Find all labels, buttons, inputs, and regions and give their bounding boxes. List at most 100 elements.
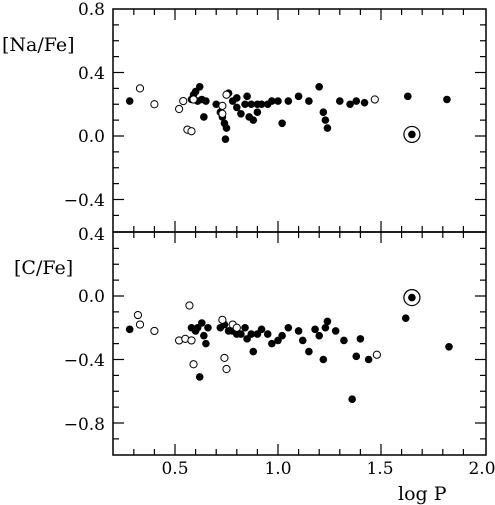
c-fe-filled-point [257,325,266,334]
c-fe-open-point [220,353,229,363]
c-fe-open-point [189,360,198,369]
c-fe-filled-point [356,335,365,343]
na-fe-filled-point [200,113,208,121]
na-fe-open-point [187,127,196,136]
na-fe-ytick-label: −0.4 [64,191,105,211]
axis-ticks [113,9,486,455]
c-fe-filled-point [247,330,256,338]
na-fe-filled-point [315,82,324,91]
na-fe-filled-point [403,92,412,101]
na-fe-circled-point [408,130,416,139]
c-fe-filled-point [352,352,361,361]
x-tick-label: 1.5 [366,459,393,479]
c-fe-filled-point [445,343,453,351]
na-fe-open-point [370,95,379,104]
na-fe-filled-point [249,116,258,124]
na-fe-filled-point [212,100,220,109]
c-fe-panel-frame [112,231,487,456]
na-fe-open-point [175,104,184,114]
c-fe-points [125,288,453,403]
c-fe-filled-point [241,323,249,332]
c-fe-filled-point [125,325,134,334]
c-fe-filled-point [348,395,356,403]
c-fe-circled-point [408,293,416,302]
na-fe-filled-point [323,124,332,132]
c-fe-open-point [133,310,143,320]
c-fe-open-point [187,336,196,345]
na-fe-open-point [150,100,159,109]
c-fe-filled-point [305,347,313,356]
na-fe-filled-point [195,82,204,91]
c-fe-open-point [150,326,159,336]
c-fe-filled-point [204,323,212,332]
c-fe-filled-point [364,355,373,364]
c-fe-open-point [218,315,227,324]
na-fe-filled-point [305,97,313,105]
c-fe-filled-point [298,336,307,345]
na-fe-open-point [222,90,231,99]
c-fe-open-point [232,323,241,332]
na-fe-filled-point [274,97,282,105]
na-fe-filled-point [352,97,361,105]
c-fe-open-point [185,301,194,310]
na-fe-open-point [218,101,227,110]
na-fe-filled-point [284,97,293,105]
na-fe-filled-point [294,92,303,101]
c-fe-ytick-label: 0.0 [78,287,105,307]
c-fe-circled-point-ring [403,288,421,307]
na-fe-points [125,82,451,144]
c-fe-filled-point [294,327,303,335]
c-fe-filled-point [311,325,319,334]
c-fe-open-point [222,364,231,374]
na-fe-filled-point [346,100,354,109]
x-tick-label: 1.0 [264,459,291,479]
c-fe-filled-point [278,331,286,340]
c-fe-ylabel: [C/Fe] [14,257,73,279]
na-fe-open-point [135,84,145,93]
na-fe-filled-point [222,124,231,132]
na-fe-filled-point [233,103,241,112]
c-fe-filled-point [237,330,245,338]
c-fe-filled-point [202,339,210,348]
x-tick-label: 0.5 [161,459,188,479]
na-fe-filled-point [247,100,256,109]
na-fe-filled-point [202,97,210,105]
na-fe-filled-point [257,100,266,109]
c-fe-ytick-label: −0.4 [64,351,105,371]
c-fe-filled-point [263,330,272,338]
na-fe-filled-point [253,108,262,116]
na-fe-filled-point [125,97,134,105]
c-fe-filled-point [200,331,208,340]
c-fe-ytick-label: −0.8 [64,415,105,435]
na-fe-circled-point-ring [403,125,421,144]
na-fe-panel-frame [112,8,487,233]
na-fe-open-point [218,109,227,118]
na-fe-filled-point [268,97,276,105]
c-fe-filled-point [331,327,340,335]
na-fe-filled-point [221,135,230,143]
na-fe-ylabel: [Na/Fe] [2,34,75,56]
na-fe-filled-point [321,116,330,124]
na-fe-open-point [189,95,198,104]
na-fe-filled-point [319,108,328,116]
c-fe-open-point [372,350,381,359]
c-fe-filled-point [195,373,204,381]
na-fe-ytick-label: 0.4 [78,64,105,84]
na-fe-filled-point [243,92,251,101]
na-fe-filled-point [443,95,451,104]
na-fe-ytick-label: 0.8 [78,0,105,20]
na-fe-filled-point [278,119,286,128]
c-fe-filled-point [197,319,206,327]
c-fe-filled-point [401,314,410,323]
na-fe-filled-point [237,109,245,118]
c-fe-filled-point [315,331,324,340]
na-fe-open-point [179,96,188,106]
na-fe-filled-point [360,98,369,107]
na-fe-ytick-label: 0.0 [78,127,105,147]
na-fe-filled-point [241,100,249,109]
c-fe-filled-point [319,355,328,364]
na-fe-filled-point [336,97,344,105]
c-fe-filled-point [340,336,348,345]
c-fe-filled-point [321,323,330,332]
